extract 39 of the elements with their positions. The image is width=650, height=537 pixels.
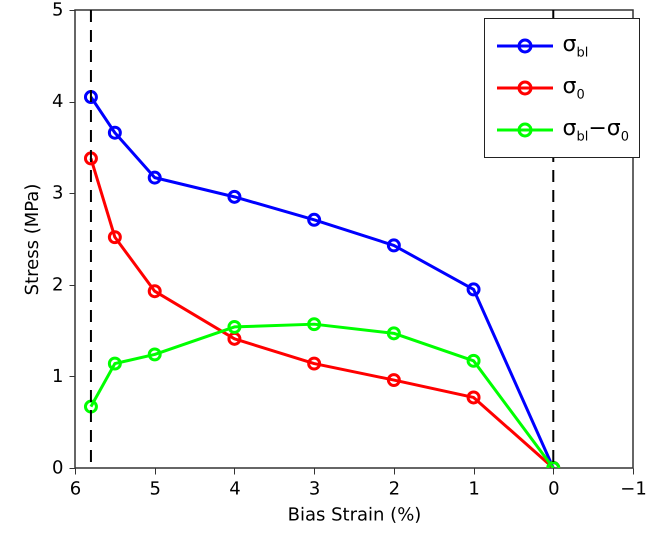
point — [386, 238, 401, 252]
point — [307, 212, 322, 227]
y-tick-label: 0 — [52, 458, 64, 478]
point — [307, 356, 322, 371]
point — [84, 90, 98, 104]
y-tick-label: 1 — [52, 366, 64, 387]
x-axis-title: Bias Strain (%) — [288, 504, 422, 526]
point — [148, 347, 162, 362]
x-tick-label: 3 — [308, 478, 320, 500]
point — [386, 326, 401, 340]
legend-label: σ$_{bl}$ — [562, 32, 588, 60]
point — [466, 390, 481, 404]
x-tick-label: 4 — [229, 478, 241, 500]
point — [227, 320, 242, 334]
point — [227, 332, 242, 346]
point — [148, 170, 162, 185]
x-tick-label: 0 — [548, 478, 560, 500]
point — [84, 151, 98, 166]
y-axis-title: Stress (MPa) — [22, 184, 44, 296]
point — [108, 356, 122, 371]
x-tick-label: 2 — [388, 478, 400, 500]
x-tick-label: 6 — [70, 478, 82, 500]
point — [307, 317, 322, 332]
point — [466, 354, 481, 368]
legend-label: σ$_{bl}$−σ$_{0}$ — [562, 116, 629, 144]
x-tick-label: −1 — [620, 478, 647, 500]
point — [148, 284, 162, 298]
legend-label: σ$_{0}$ — [562, 74, 585, 102]
y-tick-label: 5 — [52, 0, 64, 20]
y-tick-label: 4 — [52, 91, 64, 112]
point — [466, 282, 481, 296]
y-tick-label: 2 — [52, 274, 64, 296]
point — [108, 126, 122, 140]
point — [386, 373, 401, 388]
point — [227, 190, 242, 204]
x-tick-label: 5 — [149, 478, 161, 500]
x-tick-label: 1 — [468, 478, 480, 500]
y-tick-label: 3 — [52, 182, 64, 204]
point — [108, 230, 122, 244]
